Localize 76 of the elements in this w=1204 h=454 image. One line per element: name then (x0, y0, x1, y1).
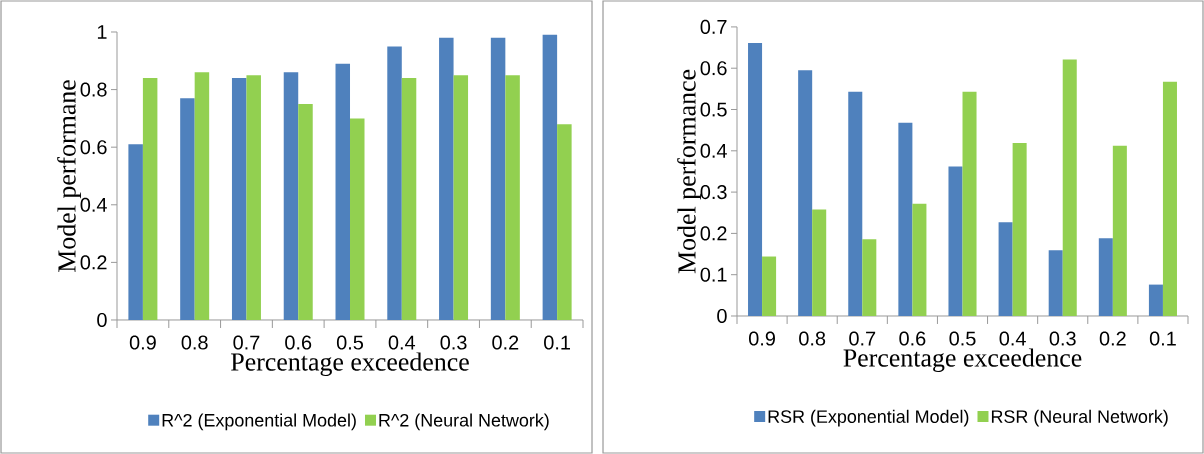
bar (490, 37, 506, 320)
y-tick-label: 1 (97, 25, 107, 39)
bar (246, 75, 261, 320)
y-tick-label: 0.4 (700, 143, 727, 158)
x-tick-label: 0.4 (999, 331, 1026, 346)
bar (505, 75, 520, 320)
bar (912, 203, 927, 316)
x-tick-label: 0.8 (181, 335, 208, 350)
legend-label: RSR (Exponential Model) (768, 409, 969, 427)
y-tick-label: 0.6 (80, 140, 107, 155)
x-tick-label: 0.9 (749, 331, 775, 346)
bar (948, 166, 963, 316)
x-tick-label: 0.7 (849, 331, 876, 346)
bar (762, 256, 777, 316)
bar (453, 75, 469, 320)
bar (231, 78, 247, 320)
x-axis-title: Percentage exceedence (231, 352, 469, 377)
y-tick-label: 0 (97, 312, 107, 328)
bar (1062, 59, 1077, 316)
bar (862, 239, 877, 316)
x-tick-label: 0.1 (1149, 331, 1176, 346)
y-tick-label: 0.4 (80, 197, 107, 212)
x-tick-label: 0.2 (492, 335, 519, 350)
bar (748, 43, 763, 316)
x-tick-label: 0.1 (544, 335, 570, 350)
bar (998, 222, 1013, 316)
bar (350, 118, 365, 320)
y-tick-label: 0.5 (700, 102, 727, 117)
x-tick-label: 0.5 (949, 331, 976, 346)
bar (439, 37, 454, 320)
x-tick-label: 0.8 (799, 331, 826, 346)
bar (180, 98, 195, 320)
y-tick-label: 0.7 (700, 19, 727, 34)
y-axis-title: Model performance (677, 69, 701, 274)
x-tick-label: 0.3 (1049, 331, 1076, 346)
y-tick-label: 0.3 (700, 185, 727, 200)
x-tick-label: 0.6 (899, 331, 926, 346)
y-axis-title: Model performane (57, 80, 81, 272)
x-tick-label: 0.6 (285, 335, 312, 350)
bar (542, 34, 558, 320)
bar (1162, 81, 1177, 316)
bar (194, 72, 210, 320)
x-tick-label: 0.2 (1099, 331, 1126, 346)
bar (812, 209, 827, 316)
x-tick-label: 0.9 (129, 335, 156, 350)
y-tick-label: 0.8 (80, 82, 107, 97)
y-tick-label: 0.1 (700, 267, 727, 282)
x-tick-label: 0.4 (388, 335, 416, 350)
y-tick-label: 0 (717, 308, 727, 324)
bar (335, 63, 351, 320)
bar (387, 46, 402, 320)
y-tick-label: 0.2 (80, 255, 107, 270)
bar (1148, 284, 1163, 316)
bar (298, 103, 313, 320)
bar (1048, 250, 1063, 316)
bar (1012, 142, 1027, 316)
bar (898, 122, 913, 316)
x-tick-label: 0.5 (336, 335, 364, 350)
y-tick-label: 0.6 (700, 61, 727, 76)
bar (557, 124, 572, 320)
bar (128, 144, 143, 320)
bar (283, 72, 299, 320)
bar (848, 91, 863, 316)
x-tick-label: 0.3 (440, 335, 467, 350)
x-axis-title: Percentage exceedence (843, 348, 1082, 373)
bar (798, 70, 813, 316)
bar (401, 78, 417, 320)
bar (142, 78, 158, 320)
legend-label: RSR (Neural Network) (991, 409, 1168, 427)
bar (1098, 238, 1113, 316)
bar (962, 91, 977, 316)
legend-label: R^2 (Exponential Model) (162, 413, 356, 431)
x-tick-label: 0.7 (233, 335, 260, 350)
y-tick-label: 0.2 (700, 226, 727, 241)
legend-label: R^2 (Neural Network) (379, 413, 549, 431)
bar (1112, 145, 1127, 316)
